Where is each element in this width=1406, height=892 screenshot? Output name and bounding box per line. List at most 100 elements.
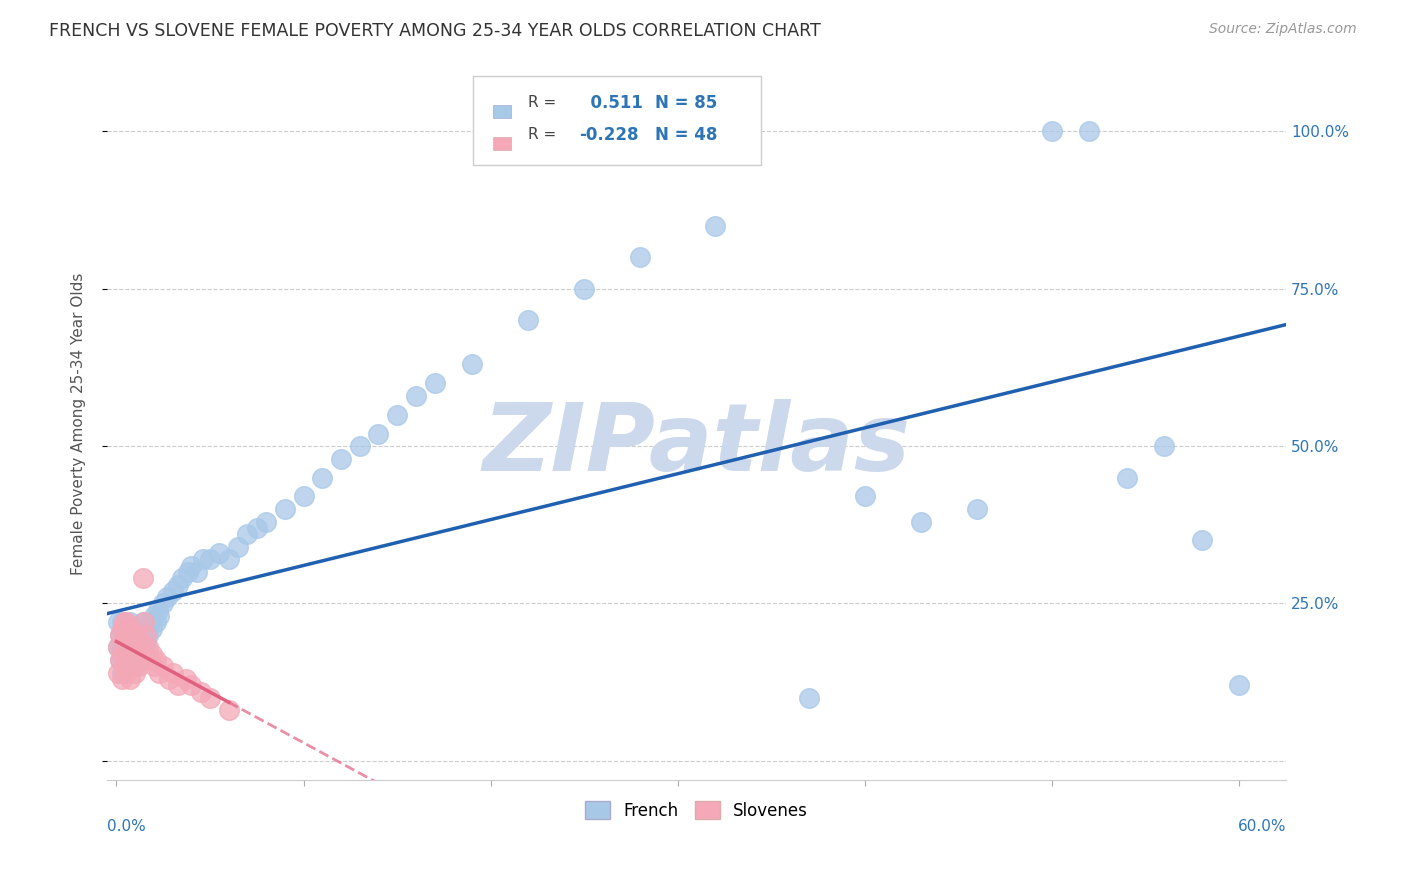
Point	[128, 634, 150, 648]
Point	[117, 647, 139, 661]
Point	[117, 647, 139, 661]
Point	[134, 647, 156, 661]
Point	[190, 684, 212, 698]
Point	[114, 615, 136, 630]
Point	[208, 546, 231, 560]
Y-axis label: Female Poverty Among 25-34 Year Olds: Female Poverty Among 25-34 Year Olds	[72, 273, 86, 575]
Point	[125, 647, 148, 661]
Point	[129, 622, 152, 636]
Point	[135, 628, 157, 642]
Point	[1040, 124, 1063, 138]
Text: N = 48: N = 48	[655, 126, 717, 144]
Point	[107, 615, 129, 630]
Point	[461, 357, 484, 371]
Point	[139, 653, 162, 667]
Point	[254, 515, 277, 529]
Point	[198, 552, 221, 566]
Point	[118, 672, 141, 686]
Point	[122, 634, 145, 648]
Point	[174, 672, 197, 686]
Text: Source: ZipAtlas.com: Source: ZipAtlas.com	[1209, 22, 1357, 37]
Point	[134, 615, 156, 630]
Point	[797, 690, 820, 705]
Point	[145, 653, 167, 667]
Point	[117, 628, 139, 642]
FancyBboxPatch shape	[472, 76, 762, 164]
Point	[157, 672, 180, 686]
Point	[117, 659, 139, 673]
Point	[292, 490, 315, 504]
Point	[146, 603, 169, 617]
Text: R =: R =	[527, 95, 557, 110]
Point	[139, 615, 162, 630]
Point	[120, 647, 142, 661]
Point	[1191, 533, 1213, 548]
Point	[170, 571, 193, 585]
Point	[330, 451, 353, 466]
Text: 0.511: 0.511	[579, 94, 643, 112]
Point	[180, 558, 202, 573]
Point	[122, 653, 145, 667]
Point	[118, 615, 141, 630]
Point	[120, 640, 142, 655]
Point	[704, 219, 727, 233]
Point	[112, 634, 135, 648]
Point	[167, 678, 190, 692]
Point	[191, 552, 214, 566]
Point	[129, 647, 152, 661]
Point	[131, 640, 153, 655]
Point	[131, 571, 153, 585]
Point	[114, 640, 136, 655]
Point	[108, 628, 131, 642]
Text: R =: R =	[527, 128, 557, 142]
Text: -0.228: -0.228	[579, 126, 638, 144]
Point	[517, 313, 540, 327]
FancyBboxPatch shape	[492, 137, 512, 150]
Point	[349, 439, 371, 453]
Point	[122, 634, 145, 648]
Point	[111, 665, 134, 680]
Point	[198, 690, 221, 705]
Point	[120, 628, 142, 642]
Point	[423, 376, 446, 391]
Point	[385, 408, 408, 422]
Point	[1153, 439, 1175, 453]
Point	[111, 647, 134, 661]
Point	[125, 628, 148, 642]
Point	[1115, 470, 1137, 484]
Point	[148, 609, 170, 624]
Point	[122, 659, 145, 673]
Point	[112, 634, 135, 648]
Point	[853, 490, 876, 504]
Text: ZIPatlas: ZIPatlas	[482, 400, 911, 491]
Point	[114, 640, 136, 655]
Point	[124, 622, 146, 636]
Point	[112, 622, 135, 636]
Point	[135, 634, 157, 648]
Point	[167, 577, 190, 591]
Point	[405, 389, 427, 403]
Point	[108, 628, 131, 642]
Point	[186, 565, 208, 579]
FancyBboxPatch shape	[492, 105, 512, 119]
Point	[226, 540, 249, 554]
Point	[114, 653, 136, 667]
Point	[156, 590, 179, 604]
Point	[180, 678, 202, 692]
Point	[124, 665, 146, 680]
Point	[162, 665, 184, 680]
Point	[118, 653, 141, 667]
Point	[117, 659, 139, 673]
Point	[124, 640, 146, 655]
Point	[120, 622, 142, 636]
Point	[218, 703, 240, 717]
Point	[125, 628, 148, 642]
Point	[141, 622, 163, 636]
Point	[176, 565, 198, 579]
Point	[111, 672, 134, 686]
Point	[108, 653, 131, 667]
Point	[128, 653, 150, 667]
Point	[111, 640, 134, 655]
Text: 0.0%: 0.0%	[107, 819, 146, 834]
Point	[111, 622, 134, 636]
